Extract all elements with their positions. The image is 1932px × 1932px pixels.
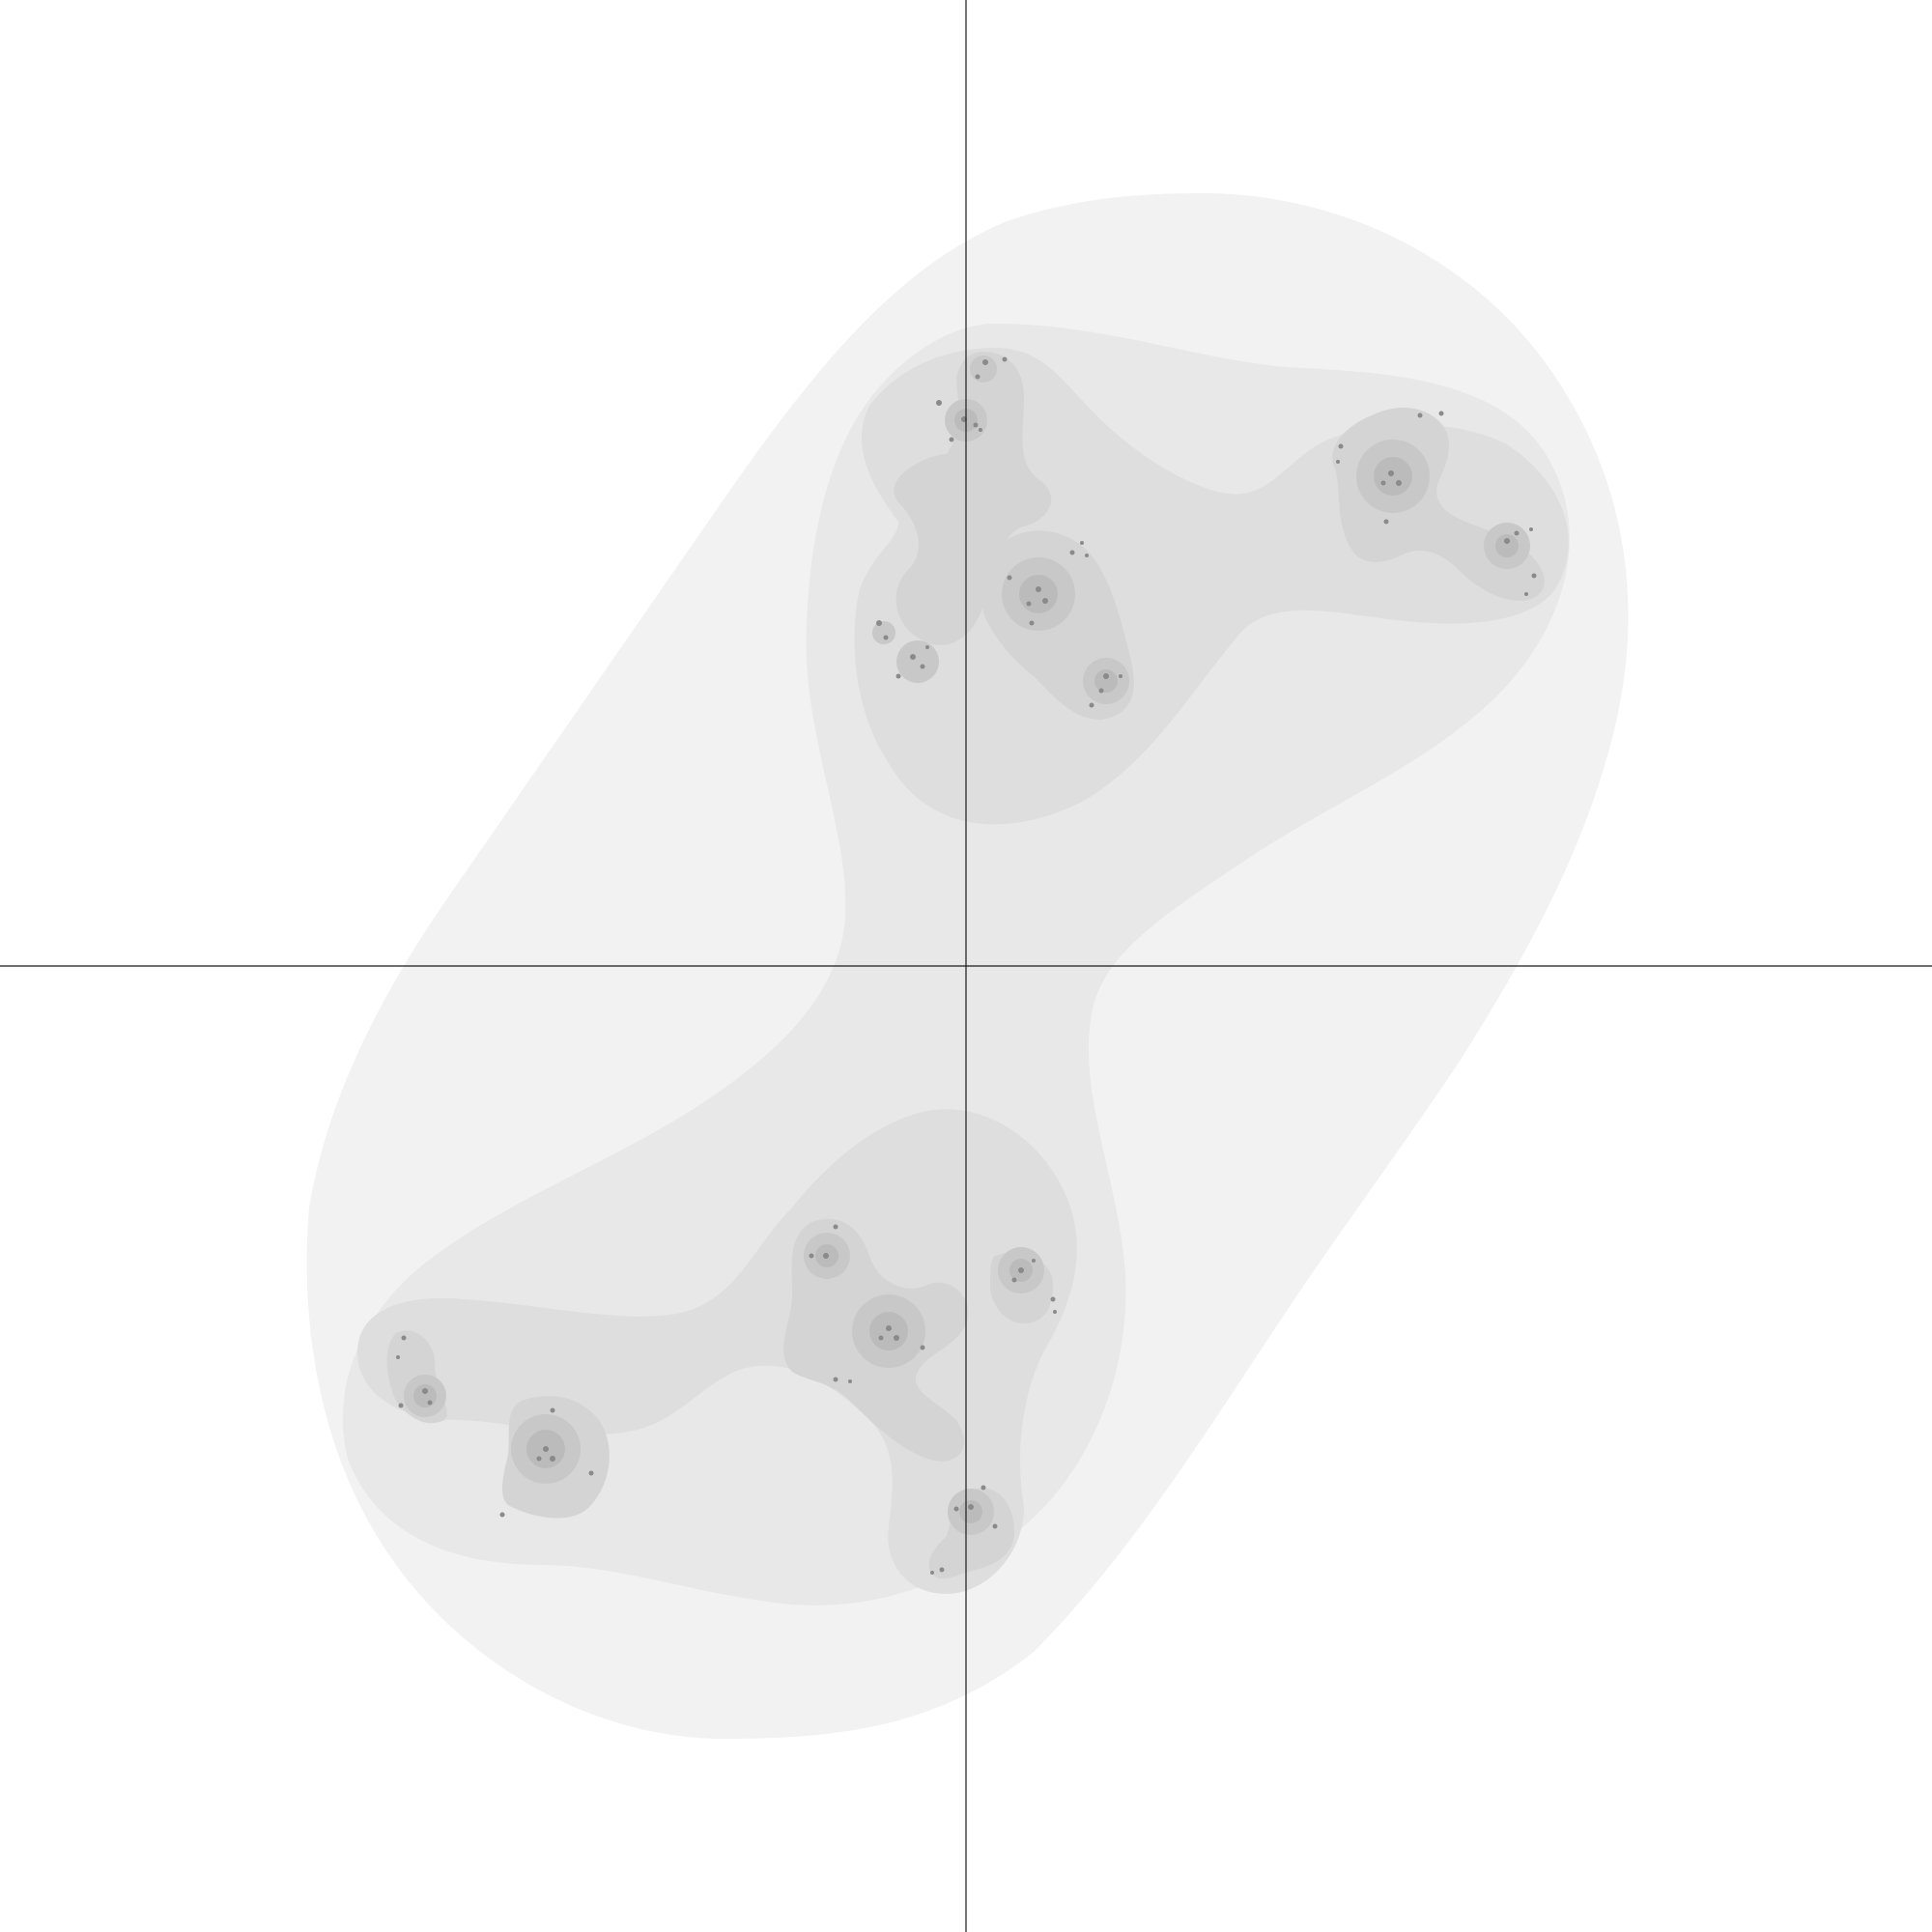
core5-c1 xyxy=(1374,457,1412,496)
level-2-lower-right xyxy=(357,1109,1077,1594)
core5-b1 xyxy=(1019,575,1058,613)
core5-b2 xyxy=(1094,669,1118,693)
core-a4 xyxy=(872,621,895,644)
core5-g1 xyxy=(413,1384,437,1407)
core-a3 xyxy=(896,640,939,683)
julia-dust xyxy=(396,356,1537,1575)
level-5-cores xyxy=(413,409,1519,1523)
core5-c2 xyxy=(1495,534,1519,557)
core5-e1 xyxy=(959,1500,982,1523)
cluster-a-body xyxy=(894,352,1052,645)
level-1-region xyxy=(342,324,1570,1605)
core-a2 xyxy=(970,355,997,383)
